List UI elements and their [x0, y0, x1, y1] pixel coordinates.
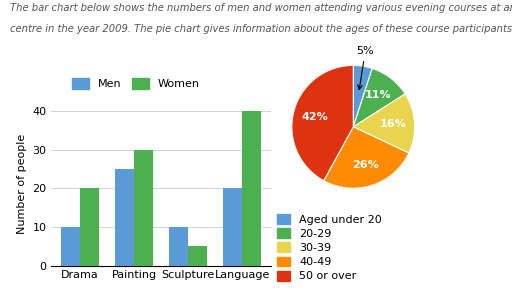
- Bar: [223, 188, 242, 266]
- Wedge shape: [324, 127, 409, 188]
- Text: 5%: 5%: [356, 46, 374, 89]
- Wedge shape: [353, 94, 415, 153]
- Text: centre in the year 2009. The pie chart gives information about the ages of these: centre in the year 2009. The pie chart g…: [10, 24, 512, 34]
- Bar: [242, 111, 261, 266]
- Bar: [80, 188, 99, 266]
- Text: 16%: 16%: [380, 119, 407, 129]
- Wedge shape: [353, 68, 405, 127]
- Bar: [188, 246, 207, 266]
- Bar: [115, 169, 134, 266]
- Bar: [169, 227, 188, 266]
- Legend: Men, Women: Men, Women: [68, 73, 204, 94]
- Bar: [134, 150, 153, 266]
- Bar: [61, 227, 80, 266]
- Y-axis label: Number of people: Number of people: [17, 134, 27, 235]
- Wedge shape: [292, 65, 353, 181]
- Text: 42%: 42%: [301, 112, 328, 122]
- Text: 26%: 26%: [352, 160, 379, 170]
- Legend: Aged under 20, 20-29, 30-39, 40-49, 50 or over: Aged under 20, 20-29, 30-39, 40-49, 50 o…: [277, 214, 382, 281]
- Wedge shape: [353, 65, 372, 127]
- Text: The bar chart below shows the numbers of men and women attending various evening: The bar chart below shows the numbers of…: [10, 3, 512, 13]
- Text: 11%: 11%: [365, 90, 391, 100]
